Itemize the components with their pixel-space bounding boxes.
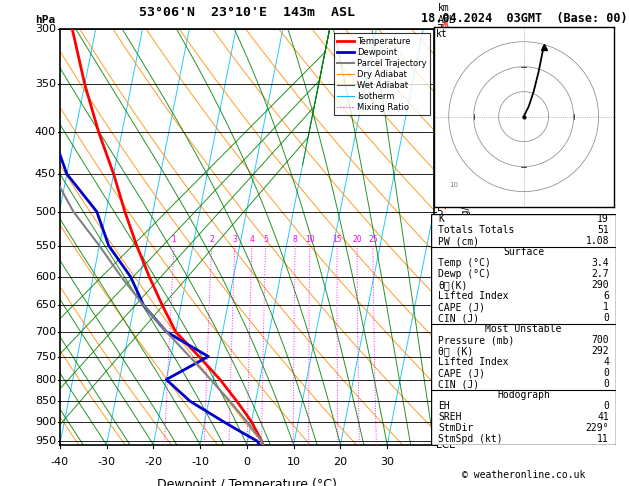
Text: 800: 800: [35, 375, 56, 384]
Text: 3: 3: [232, 235, 237, 244]
Text: 290: 290: [591, 280, 609, 290]
Text: 600: 600: [35, 272, 56, 282]
Text: 51: 51: [598, 226, 609, 235]
Text: 1: 1: [436, 417, 443, 427]
Text: EH: EH: [438, 401, 450, 411]
Text: 7: 7: [436, 24, 443, 34]
FancyBboxPatch shape: [431, 214, 616, 445]
Text: θᴇ(K): θᴇ(K): [438, 280, 468, 290]
Text: Mixing Ratio (g/kg): Mixing Ratio (g/kg): [461, 191, 471, 283]
Text: -20: -20: [144, 457, 162, 467]
Text: Lifted Index: Lifted Index: [438, 291, 509, 301]
Text: 6: 6: [436, 127, 443, 137]
Text: CIN (J): CIN (J): [438, 313, 479, 323]
Text: StmSpd (kt): StmSpd (kt): [438, 434, 503, 444]
Text: 0: 0: [603, 401, 609, 411]
Text: 650: 650: [35, 300, 56, 311]
Text: 292: 292: [591, 346, 609, 356]
Text: 0: 0: [603, 313, 609, 323]
Text: 2.7: 2.7: [591, 269, 609, 279]
Text: 0: 0: [603, 368, 609, 378]
Text: CAPE (J): CAPE (J): [438, 302, 486, 312]
Text: Lifted Index: Lifted Index: [438, 357, 509, 367]
Text: Temp (°C): Temp (°C): [438, 258, 491, 268]
Text: -10: -10: [191, 457, 209, 467]
Text: 900: 900: [35, 417, 56, 427]
Text: km
ASL: km ASL: [438, 3, 455, 25]
Text: CAPE (J): CAPE (J): [438, 368, 486, 378]
Text: PW (cm): PW (cm): [438, 236, 479, 246]
Text: Most Unstable: Most Unstable: [486, 324, 562, 334]
Text: 53°06'N  23°10'E  143m  ASL: 53°06'N 23°10'E 143m ASL: [139, 6, 355, 19]
Text: Pressure (mb): Pressure (mb): [438, 335, 515, 345]
Text: 700: 700: [591, 335, 609, 345]
Text: SREH: SREH: [438, 412, 462, 422]
Text: 2: 2: [436, 375, 443, 384]
Text: -40: -40: [51, 457, 69, 467]
Text: Surface: Surface: [503, 247, 544, 257]
Text: 300: 300: [35, 24, 56, 34]
Text: 5: 5: [263, 235, 268, 244]
Legend: Temperature, Dewpoint, Parcel Trajectory, Dry Adiabat, Wet Adiabat, Isotherm, Mi: Temperature, Dewpoint, Parcel Trajectory…: [333, 34, 430, 116]
Text: 18.04.2024  03GMT  (Base: 00): 18.04.2024 03GMT (Base: 00): [421, 12, 627, 25]
Text: 0: 0: [603, 379, 609, 389]
Text: hPa: hPa: [35, 15, 56, 25]
Text: 350: 350: [35, 79, 56, 89]
Text: 550: 550: [35, 241, 56, 251]
Text: -30: -30: [97, 457, 116, 467]
Text: 500: 500: [35, 207, 56, 217]
Text: 20: 20: [333, 457, 347, 467]
Text: K: K: [438, 214, 444, 225]
Text: 1: 1: [172, 235, 177, 244]
Text: 15: 15: [332, 235, 342, 244]
Text: CIN (J): CIN (J): [438, 379, 479, 389]
Text: 30: 30: [380, 457, 394, 467]
Text: 950: 950: [35, 436, 56, 446]
Text: 850: 850: [35, 396, 56, 406]
Text: Dewp (°C): Dewp (°C): [438, 269, 491, 279]
Text: 4: 4: [436, 272, 443, 282]
Text: 10: 10: [305, 235, 314, 244]
Text: Dewpoint / Temperature (°C): Dewpoint / Temperature (°C): [157, 478, 337, 486]
Text: 4: 4: [603, 357, 609, 367]
Text: 10: 10: [449, 182, 458, 188]
Text: 3: 3: [436, 327, 443, 337]
Text: 5: 5: [436, 207, 443, 217]
Text: 1: 1: [603, 302, 609, 312]
Text: 2: 2: [209, 235, 214, 244]
Text: 6: 6: [603, 291, 609, 301]
Text: 4: 4: [250, 235, 254, 244]
Text: 10: 10: [287, 457, 301, 467]
Text: 3.4: 3.4: [591, 258, 609, 268]
Text: 700: 700: [35, 327, 56, 337]
Text: 0: 0: [243, 457, 250, 467]
Text: kt: kt: [437, 29, 448, 39]
Text: StmDir: StmDir: [438, 423, 474, 433]
Text: 25: 25: [368, 235, 378, 244]
Text: Totals Totals: Totals Totals: [438, 226, 515, 235]
Text: θᴇ (K): θᴇ (K): [438, 346, 474, 356]
Text: 1.08: 1.08: [586, 236, 609, 246]
Text: 41: 41: [598, 412, 609, 422]
Text: Hodograph: Hodograph: [497, 390, 550, 400]
Text: 19: 19: [598, 214, 609, 225]
Text: © weatheronline.co.uk: © weatheronline.co.uk: [462, 470, 586, 480]
Text: 450: 450: [35, 169, 56, 179]
Text: 750: 750: [35, 351, 56, 362]
Text: LCL: LCL: [436, 440, 455, 450]
Text: 11: 11: [598, 434, 609, 444]
Text: 20: 20: [352, 235, 362, 244]
Text: 8: 8: [292, 235, 298, 244]
Text: 229°: 229°: [586, 423, 609, 433]
Text: 400: 400: [35, 127, 56, 137]
